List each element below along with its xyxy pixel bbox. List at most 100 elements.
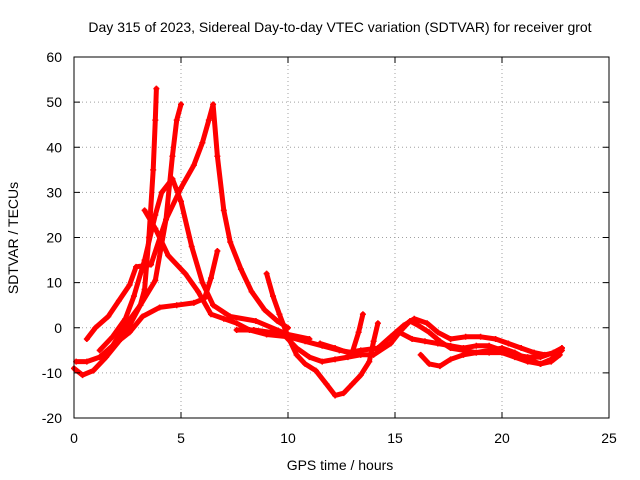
data-point [518, 345, 525, 352]
data-point [276, 311, 283, 318]
data-point [182, 270, 189, 277]
x-tick-label: 10 [280, 430, 296, 446]
data-point [340, 390, 347, 397]
data-point [558, 345, 565, 352]
axis-ticks: 0 5 10 15 20 25 -20 -10 0 10 20 30 40 50 60 [42, 49, 617, 446]
data-point [237, 266, 244, 273]
data-point [323, 381, 330, 388]
data-point [109, 342, 116, 349]
data-point [486, 349, 493, 356]
data-point [152, 277, 159, 284]
data-point [220, 315, 227, 322]
data-point [486, 342, 493, 349]
data-point [312, 367, 319, 374]
data-point [150, 166, 157, 173]
data-point [332, 345, 339, 352]
data-point [370, 338, 377, 345]
data-point [396, 329, 403, 336]
data-point [267, 329, 274, 336]
data-point [421, 338, 428, 345]
data-point [178, 198, 184, 205]
data-point [473, 342, 480, 349]
data-point [96, 354, 103, 361]
data-point [426, 360, 433, 367]
data-point [188, 243, 195, 250]
data-point [417, 351, 424, 358]
data-point [409, 336, 416, 343]
chart-title: Day 315 of 2023, Sidereal Day-to-day VTE… [88, 19, 591, 35]
x-axis-label: GPS time / hours [287, 457, 394, 473]
x-tick-label: 5 [177, 430, 185, 446]
data-point [105, 313, 112, 320]
data-point [158, 189, 165, 196]
data-point [250, 327, 257, 334]
data-point [524, 358, 531, 365]
data-point [344, 349, 351, 356]
data-point [96, 347, 103, 354]
data-point [355, 329, 362, 336]
data-point [411, 315, 418, 322]
data-point [141, 257, 148, 264]
data-point [359, 311, 366, 318]
data-point [109, 333, 116, 340]
data-point [141, 286, 148, 293]
data-point [531, 349, 538, 356]
data-point [460, 351, 467, 358]
data-point [83, 358, 90, 365]
data-point [190, 162, 197, 169]
data-point [349, 381, 356, 388]
data-point [499, 349, 505, 356]
data-point [148, 261, 155, 268]
data-point [169, 153, 176, 160]
data-point [447, 336, 454, 343]
data-point [141, 207, 148, 214]
data-point [199, 139, 206, 146]
data-point [205, 117, 212, 124]
y-tick-label: 60 [46, 49, 62, 65]
y-tick-label: -10 [42, 365, 62, 381]
data-point [357, 347, 364, 354]
data-point [447, 342, 454, 349]
data-point [302, 338, 309, 345]
y-tick-label: -20 [42, 410, 62, 426]
data-point [207, 275, 214, 282]
data-point [537, 354, 544, 361]
data-point [173, 302, 180, 309]
x-tick-label: 15 [387, 430, 403, 446]
data-point [178, 184, 184, 191]
data-point [280, 331, 287, 338]
y-tick-label: 50 [46, 94, 62, 110]
data-point [332, 392, 339, 399]
data-point [460, 345, 467, 352]
data-point [79, 372, 86, 379]
data-point [169, 175, 176, 182]
data-point [274, 317, 281, 324]
data-point [130, 293, 137, 300]
data-point [233, 327, 240, 334]
series-track-4 [97, 176, 312, 353]
data-point [550, 349, 557, 356]
data-point [293, 351, 300, 358]
data-point [195, 288, 202, 295]
data-point [156, 304, 163, 311]
data-point [477, 333, 484, 340]
data-point [447, 356, 454, 363]
data-point [261, 306, 268, 313]
data-point [210, 101, 217, 108]
data-point [227, 239, 234, 246]
y-tick-label: 30 [46, 184, 62, 200]
data-point [374, 320, 381, 327]
data-point [122, 315, 129, 322]
data-point [133, 263, 140, 270]
data-point [163, 216, 170, 223]
y-tick-label: 40 [46, 139, 62, 155]
data-point [387, 340, 394, 347]
data-point [126, 329, 133, 336]
data-point [233, 320, 240, 327]
data-point [214, 248, 221, 255]
data-point [83, 336, 90, 343]
data-point [153, 85, 160, 92]
y-tick-label: 10 [46, 275, 62, 291]
data-point [548, 358, 555, 365]
data-point [252, 317, 259, 324]
